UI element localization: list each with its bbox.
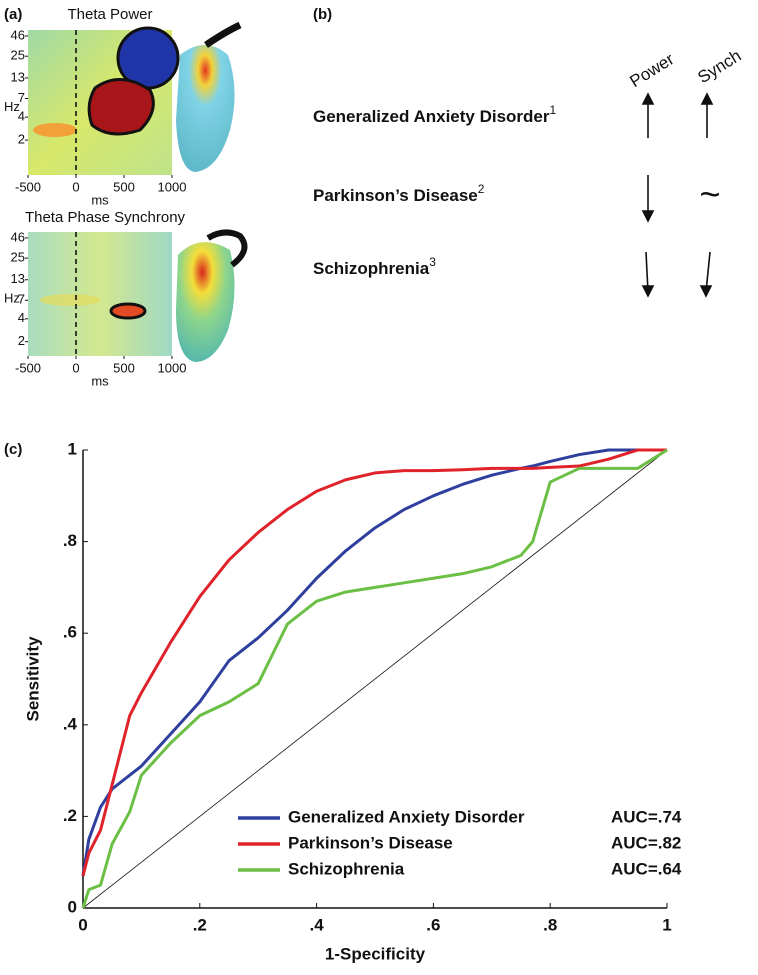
row-label: Parkinson’s Disease2 [313,182,485,205]
heatmap-image [28,26,180,356]
x-tick-label: 500 [113,179,135,194]
row-name: Parkinson’s Disease [313,186,478,205]
legend-label: Schizophrenia [288,859,405,878]
x-tick-label: -500 [15,179,41,194]
tilde: ~ [699,174,720,215]
y-tick-label: 0 [68,897,77,916]
x-tick-label: .6 [426,915,440,934]
y-tick-label: 46 [11,27,25,42]
panel-label: (c) [4,441,22,458]
x-tick-label: -500 [15,360,41,375]
column-header: Synch [694,46,744,87]
y-tick-label: 4 [18,310,25,325]
y-tick-label: 4 [18,109,25,124]
x-tick-label: 0 [78,915,87,934]
row-name: Schizophrenia [313,259,430,278]
heatmap-title: Theta Phase Synchrony [25,209,186,226]
roc-line [81,448,668,909]
head-image [176,21,248,362]
y-tick-label: 13 [11,271,25,286]
x-tick-label: 0 [72,179,79,194]
legend-auc: AUC=.74 [611,807,682,826]
y-tick-label: 2 [18,333,25,348]
y-tick-label: .4 [63,714,78,733]
arrows [641,92,714,298]
legend-label: Generalized Anxiety Disorder [288,807,525,826]
x-axis-title: ms [91,373,109,388]
y-tick-label: 46 [11,229,25,244]
y-tick-label: .6 [63,623,77,642]
x-axis-title: ms [91,192,109,207]
roc-line [81,448,667,877]
legend-auc: AUC=.64 [611,859,682,878]
legend-label: Parkinson’s Disease [288,833,453,852]
y-axis-title: Hz [4,290,20,305]
panel-label: (a) [4,6,22,23]
row-label: Generalized Anxiety Disorder1 [313,103,557,126]
row-ref: 2 [478,182,485,196]
row-label: Schizophrenia3 [313,255,436,278]
heatmap-title: Theta Power [67,6,152,23]
row-name: Generalized Anxiety Disorder [313,107,550,126]
x-tick-label: 0 [72,360,79,375]
x-tick-label: .2 [193,915,207,934]
column-header: Power [626,49,677,91]
row-ref: 1 [550,103,557,117]
row-ref: 3 [429,255,436,269]
y-axis-title: Hz [4,99,20,114]
y-tick-label: 13 [11,69,25,84]
y-tick-label: 2 [18,132,25,147]
x-axis-title: 1-Specificity [325,944,426,963]
y-tick-label: .2 [63,806,77,825]
x-tick-label: 1000 [158,179,187,194]
y-tick-label: 25 [11,48,25,63]
x-tick-label: .8 [543,915,557,934]
chance-line [82,449,668,909]
y-axis-title: Sensitivity [23,636,42,722]
x-tick-label: 1 [662,915,671,934]
x-tick-label: .4 [310,915,325,934]
y-tick-label: 7 [18,90,25,105]
y-tick-label: 25 [11,250,25,265]
legend-auc: AUC=.82 [611,833,681,852]
y-tick-label: 7 [18,292,25,307]
y-tick-label: .8 [63,531,77,550]
panel-label: (b) [313,6,332,23]
roc-line [81,448,667,877]
x-tick-label: 1000 [158,360,187,375]
x-tick-label: 500 [113,360,135,375]
y-tick-label: 1 [68,439,77,458]
